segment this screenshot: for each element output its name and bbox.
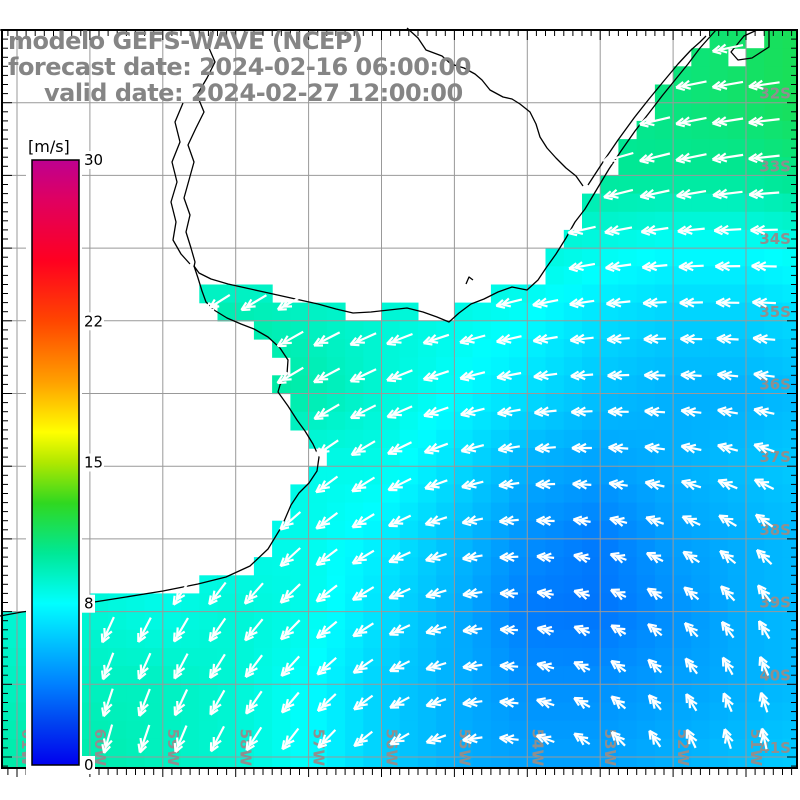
lon-label: 60W [91,729,109,767]
lat-label: 32S [759,85,791,103]
colorbar-tick-label: 15 [84,454,103,472]
river-line [170,102,191,265]
lon-label: 55W [455,729,473,767]
latitude-labels: 32S 33S 34S 35S 36S 37S 38S 39S 40S 41S [759,85,791,757]
river-line [587,35,707,186]
colorbar-tick-label: 22 [84,312,103,330]
river-line [465,276,474,285]
colorbar-bar [31,159,80,766]
coastline [0,27,770,617]
lat-label: 35S [759,303,791,321]
lat-label: 33S [759,157,791,175]
colorbar-tick-label: 30 [84,151,103,169]
lon-label: 56W [383,729,401,767]
colorbar: [m/s] 30 22 15 8 0 [26,130,104,777]
colorbar-unit: [m/s] [28,137,70,156]
lat-label: 40S [759,666,791,684]
lat-label: 36S [759,376,791,394]
lat-label: 39S [759,594,791,612]
lat-label: 38S [759,521,791,539]
lon-label: 51W [747,729,765,767]
river-line [406,27,584,187]
wind-arrows [28,43,780,755]
colorbar-tick-label: 8 [84,595,94,613]
lat-label: 34S [759,230,791,248]
graticule [2,30,797,768]
lat-label: 37S [759,448,791,466]
lon-label: 59W [164,729,182,767]
lat-label: 41S [759,739,791,757]
colorbar-tick-label: 0 [84,756,94,774]
river-line [183,29,216,268]
ocean-speed-cells [2,30,798,769]
